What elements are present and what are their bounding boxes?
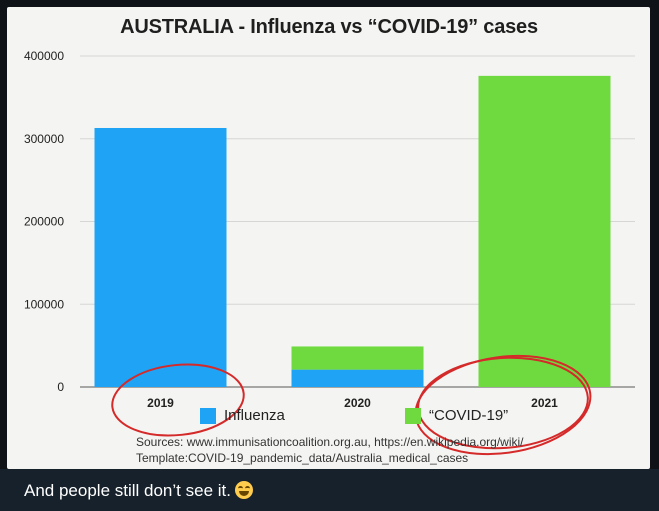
x-category-label-2021: 2021 bbox=[531, 396, 558, 410]
y-tick-label: 400000 bbox=[24, 49, 64, 63]
y-tick-label: 300000 bbox=[24, 132, 64, 146]
sources-note: Sources: www.immunisationcoalition.org.a… bbox=[136, 434, 636, 466]
chart-title: AUSTRALIA - Influenza vs “COVID-19” case… bbox=[120, 16, 538, 38]
bar-chart: 0 100000 200000 300000 400000 2019 2020 2021 bbox=[24, 49, 635, 456]
bar-covid-2021 bbox=[478, 75, 611, 388]
y-tick-label: 200000 bbox=[24, 215, 64, 229]
legend-item-covid: “COVID-19” bbox=[405, 407, 508, 424]
message-caption: And people still don’t see it. bbox=[24, 481, 253, 501]
message-caption-bar: And people still don’t see it. bbox=[0, 469, 659, 511]
legend-label-covid: “COVID-19” bbox=[429, 407, 509, 424]
x-category-label-2020: 2020 bbox=[344, 396, 371, 410]
legend-swatch-covid bbox=[405, 407, 421, 424]
bar-influenza-2020 bbox=[291, 369, 424, 387]
sources-line-2: Template:COVID-19_pandemic_data/Australi… bbox=[136, 451, 469, 465]
caption-text: And people still don’t see it. bbox=[24, 481, 231, 500]
y-tick-label: 0 bbox=[57, 380, 64, 394]
legend: Influenza “COVID-19” bbox=[0, 407, 659, 429]
bars bbox=[94, 75, 611, 388]
y-tick-labels: 0 100000 200000 300000 400000 bbox=[24, 49, 64, 394]
x-category-label-2019: 2019 bbox=[147, 396, 174, 410]
annotation-circle-2019 bbox=[111, 363, 245, 437]
legend-item-influenza: Influenza bbox=[200, 407, 285, 424]
legend-label-influenza: Influenza bbox=[224, 407, 285, 424]
x-category-labels: 2019 2020 2021 bbox=[147, 396, 558, 410]
legend-swatch-influenza bbox=[200, 407, 216, 424]
y-tick-label: 100000 bbox=[24, 297, 64, 311]
sources-line-1: Sources: www.immunisationcoalition.org.a… bbox=[136, 435, 524, 449]
bar-covid-2020 bbox=[291, 346, 424, 370]
laughing-face-icon bbox=[234, 481, 253, 499]
bar-influenza-2019 bbox=[94, 127, 227, 388]
